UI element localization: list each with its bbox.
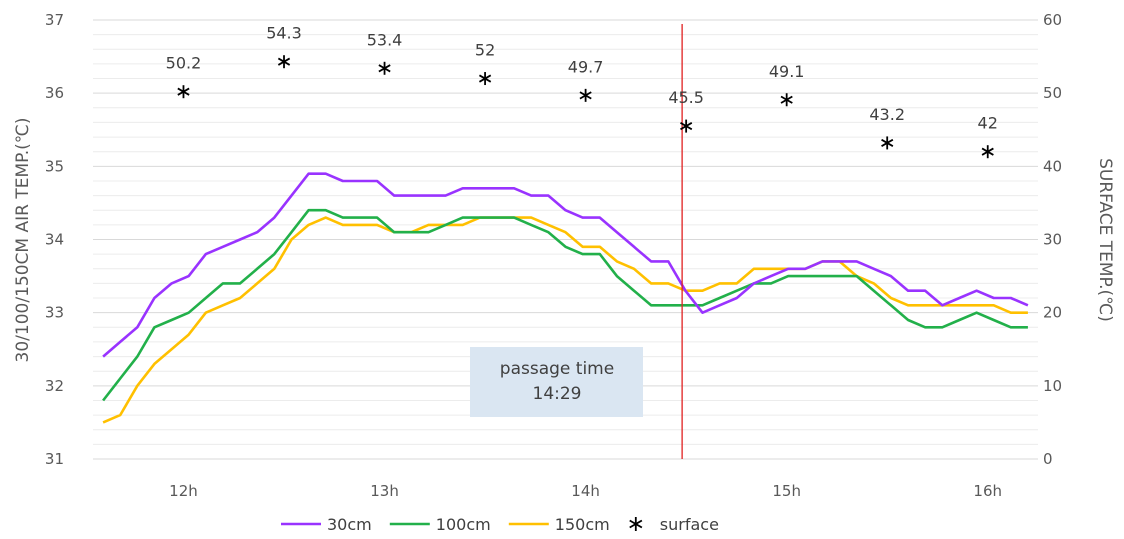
series-lines	[102, 172, 1029, 424]
asterisk-stroke	[881, 138, 894, 147]
legend-label: 100cm	[436, 515, 491, 534]
surface-data-label: 42	[978, 114, 998, 133]
legend-label: 150cm	[555, 515, 610, 534]
asterisk-stroke	[177, 87, 190, 96]
right-tick-label: 60	[1043, 11, 1062, 29]
right-tick-label: 50	[1043, 84, 1062, 102]
asterisk-stroke	[478, 74, 492, 83]
surface-point	[177, 85, 190, 99]
tick-labels: 31 32 33 34 35 36 37 0 10 20 30 40 50 60 12h 13h 14h 15h 1…	[45, 11, 1062, 500]
right-axis-title: SURFACE TEMP.(℃)	[1095, 158, 1115, 322]
legend-label: 30cm	[327, 515, 372, 534]
callout-line2: 14:29	[533, 384, 582, 404]
asterisk-stroke	[378, 64, 391, 73]
legend-swatch-surface	[629, 517, 643, 531]
asterisk-stroke	[579, 91, 592, 100]
passage-time-callout: passage time 14:29	[470, 347, 643, 417]
right-tick-label: 0	[1043, 450, 1053, 468]
surface-data-label: 43.2	[869, 105, 905, 124]
surface-point	[277, 55, 291, 69]
x-tick-label: 16h	[973, 482, 1002, 500]
surface-data-label: 49.1	[769, 62, 805, 81]
left-tick-label: 36	[45, 84, 64, 102]
surface-data-label: 53.4	[367, 30, 403, 49]
surface-point	[478, 72, 492, 86]
asterisk-stroke	[680, 122, 693, 131]
left-tick-label: 37	[45, 11, 64, 29]
asterisk-stroke	[277, 57, 291, 66]
surface-point	[981, 145, 994, 159]
legend: 30cm 100cm 150cm surface	[281, 515, 719, 534]
x-tick-label: 13h	[370, 482, 399, 500]
asterisk-stroke	[629, 519, 643, 529]
right-tick-label: 40	[1043, 157, 1062, 175]
asterisk-stroke	[981, 147, 994, 156]
surface-data-label: 52	[475, 41, 495, 60]
right-tick-label: 10	[1043, 377, 1062, 395]
x-tick-label: 15h	[772, 482, 801, 500]
right-tick-label: 30	[1043, 231, 1062, 249]
surface-point	[780, 93, 793, 107]
left-tick-label: 32	[45, 377, 64, 395]
right-tick-label: 20	[1043, 304, 1062, 322]
callout-box	[470, 347, 643, 417]
surface-data-label: 50.2	[166, 54, 202, 73]
left-tick-label: 31	[45, 450, 64, 468]
x-tick-label: 12h	[169, 482, 198, 500]
left-tick-label: 33	[45, 304, 64, 322]
surface-data-label: 49.7	[568, 57, 604, 76]
asterisk-stroke	[780, 95, 793, 104]
surface-point	[680, 119, 693, 133]
left-axis-title: 30/100/150CM AIR TEMP.(℃)	[13, 118, 33, 363]
surface-data-label: 45.5	[668, 88, 704, 107]
surface-point	[881, 136, 894, 150]
series-line-150cm	[102, 216, 1028, 424]
surface-points: 50.2 54.3 53.4 52 49.7 45.5 49.1 43.2 42	[166, 24, 998, 159]
x-tick-label: 14h	[571, 482, 600, 500]
left-tick-label: 35	[45, 157, 64, 175]
left-tick-label: 34	[45, 231, 64, 249]
callout-line1: passage time	[500, 359, 614, 379]
legend-label: surface	[660, 515, 719, 534]
series-line-30cm	[102, 172, 1029, 358]
surface-point	[378, 61, 391, 75]
surface-point	[579, 88, 592, 102]
series-line-100cm	[102, 208, 1028, 402]
surface-data-label: 54.3	[266, 24, 302, 43]
